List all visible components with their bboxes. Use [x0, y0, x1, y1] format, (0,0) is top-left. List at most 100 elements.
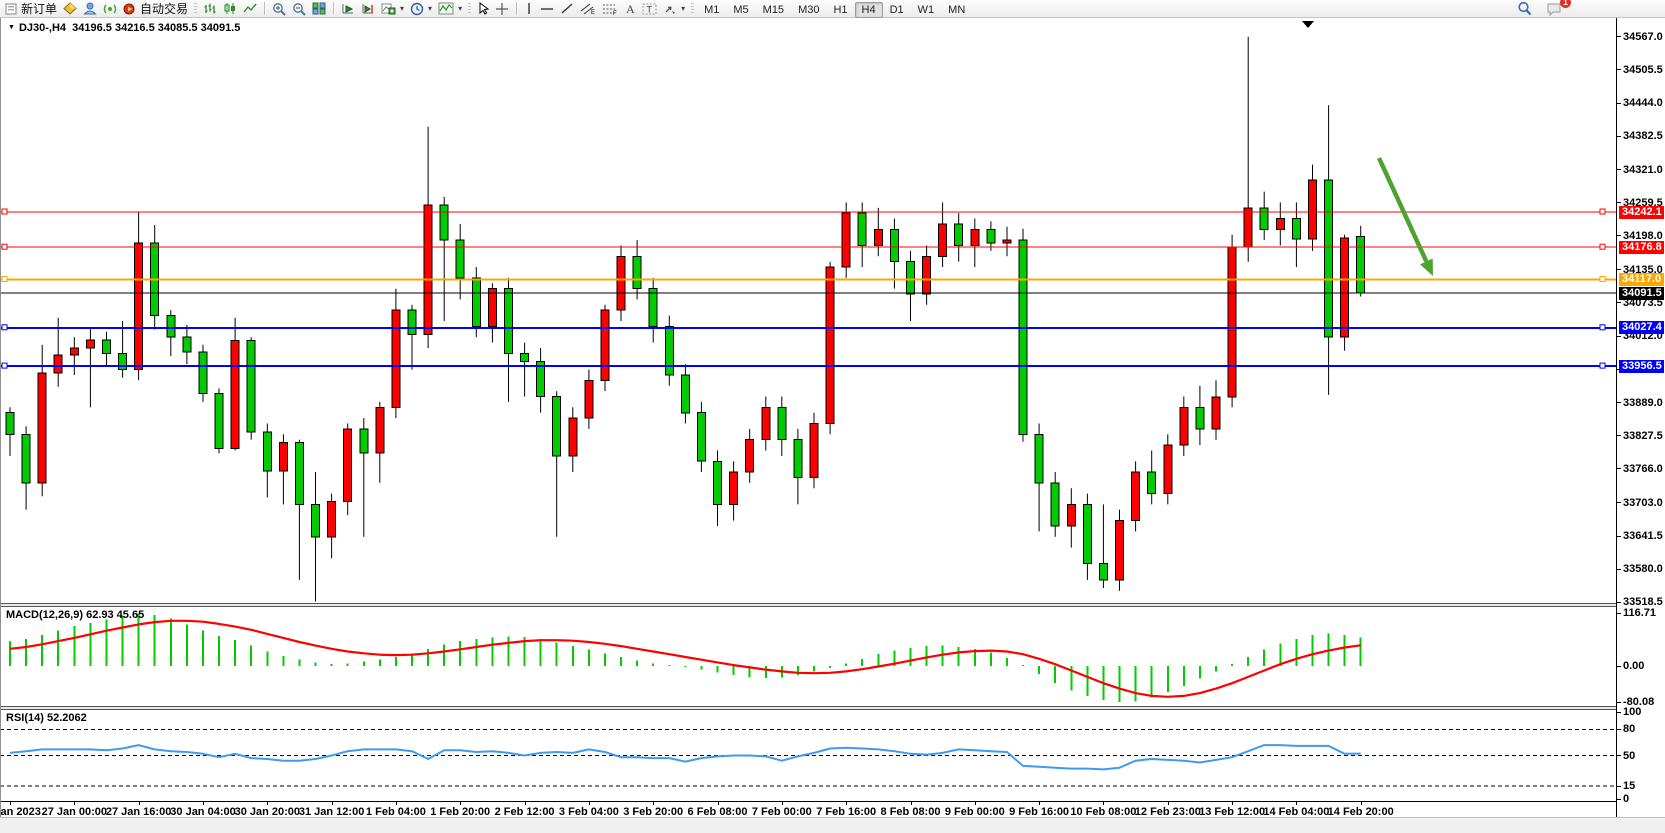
- price-label: 34505.5: [1623, 63, 1663, 76]
- time-label: 31 Jan 12:00: [298, 806, 365, 818]
- signals-button[interactable]: [100, 1, 120, 17]
- time-label: 6 Feb 08:00: [687, 806, 748, 818]
- line-chart-mode-button[interactable]: [240, 1, 260, 17]
- main-chart-panel[interactable]: ▼ DJ30-,H4 34196.5 34216.5 34085.5 34091.…: [0, 18, 1616, 603]
- text-label-tool-button[interactable]: T: [639, 1, 660, 17]
- templates-button[interactable]: ▾: [435, 1, 465, 17]
- trendline-tool-button[interactable]: [557, 1, 577, 17]
- price-tick: [1617, 468, 1621, 470]
- equidistant-channel-tool-button[interactable]: E: [577, 1, 599, 17]
- chart-window[interactable]: ▼ DJ30-,H4 34196.5 34216.5 34085.5 34091.…: [0, 18, 1665, 833]
- panel-splitter[interactable]: [0, 706, 1665, 710]
- timeframe-w1[interactable]: W1: [917, 3, 935, 16]
- new-order-button[interactable]: 新订单: [2, 1, 60, 17]
- profiles-button[interactable]: [80, 1, 100, 17]
- current-price-badge: 34091.5: [1619, 286, 1664, 300]
- level-price-badge: 34117.0: [1619, 273, 1664, 286]
- timeframe-m30[interactable]: M30: [798, 3, 820, 16]
- fibonacci-icon: F: [602, 2, 618, 15]
- templates-dropdown-icon: ▾: [458, 4, 463, 13]
- autotrading-label: 自动交易: [140, 2, 189, 16]
- macd-label: MACD(12,26,9) 62.93 45.65: [6, 609, 145, 621]
- time-label: 10 Feb 08:00: [1070, 806, 1137, 818]
- periods-icon: [410, 2, 424, 16]
- chart-menu-icon[interactable]: ▼: [8, 24, 15, 31]
- rsi-scale-label: 100: [1623, 706, 1642, 718]
- zoom-out-icon: [292, 2, 306, 16]
- toolbar: 新订单 自动交易: [0, 0, 1665, 18]
- svg-text:T: T: [647, 5, 653, 15]
- line-chart-icon: [243, 2, 257, 15]
- candlestick-mode-button[interactable]: [220, 1, 240, 17]
- notifications-button[interactable]: 1: [1543, 0, 1571, 17]
- arrows-tool-button[interactable]: ▾: [660, 1, 688, 17]
- price-tick: [1617, 535, 1621, 537]
- price-label: 33641.5: [1623, 530, 1663, 542]
- time-label: 27 Jan 16:00: [105, 806, 172, 818]
- price-tick: [1617, 568, 1621, 570]
- toolbar-grip: [468, 2, 472, 15]
- autotrading-button[interactable]: 自动交易: [120, 1, 191, 17]
- price-tick: [1617, 435, 1621, 437]
- price-label: 33766.0: [1623, 462, 1663, 475]
- new-chart-button[interactable]: [60, 1, 80, 17]
- chart-shift-button[interactable]: [358, 1, 378, 17]
- tile-windows-button[interactable]: [309, 1, 329, 17]
- auto-scroll-icon: [341, 2, 355, 15]
- candlestick-icon: [223, 2, 237, 15]
- rsi-panel[interactable]: RSI(14) 52.2062: [0, 710, 1616, 801]
- timeframe-h4[interactable]: H4: [854, 1, 883, 18]
- bar-chart-mode-button[interactable]: [200, 1, 220, 17]
- rsi-scale-tick: [1617, 728, 1621, 730]
- time-tick: [203, 802, 204, 805]
- price-label: 34321.0: [1623, 163, 1663, 176]
- periods-dropdown-icon: ▾: [428, 4, 433, 13]
- price-label: 34135.0: [1623, 263, 1663, 276]
- fibonacci-tool-button[interactable]: F: [599, 1, 621, 17]
- zoom-out-button[interactable]: [289, 1, 309, 17]
- panel-splitter[interactable]: [0, 603, 1665, 607]
- toolbar-separator: [516, 2, 518, 15]
- timeframe-m5[interactable]: M5: [733, 3, 749, 16]
- text-tool-button[interactable]: A: [621, 1, 639, 17]
- auto-scroll-button[interactable]: [338, 1, 358, 17]
- timeframe-h1[interactable]: H1: [833, 3, 848, 16]
- time-label: 14 Feb 04:00: [1263, 806, 1330, 818]
- price-tick: [1617, 36, 1621, 38]
- level-price-badge: 34027.4: [1619, 321, 1664, 335]
- timeframe-m1[interactable]: M1: [704, 3, 720, 16]
- vertical-line-tool-button[interactable]: [521, 1, 537, 17]
- price-label: 34198.0: [1623, 229, 1663, 242]
- indicators-button[interactable]: ▾: [378, 1, 407, 17]
- periods-button[interactable]: ▾: [407, 1, 435, 17]
- macd-panel[interactable]: MACD(12,26,9) 62.93 45.65: [0, 607, 1616, 706]
- status-strip: [0, 817, 1665, 833]
- time-label: 1 Feb 04:00: [365, 806, 426, 818]
- price-axis[interactable]: 34567.0 34505.5 34444.0 34382.5 34321.0 34259…: [1616, 18, 1665, 817]
- price-tick: [1617, 102, 1621, 104]
- symbol-period-label: DJ30-,H4: [18, 22, 67, 34]
- timeframe-m15[interactable]: M15: [762, 3, 785, 16]
- zoom-in-button[interactable]: [269, 1, 289, 17]
- timeframe-mn[interactable]: MN: [948, 3, 966, 16]
- time-tick: [910, 802, 912, 805]
- search-button[interactable]: [1514, 1, 1535, 17]
- horizontal-line-tool-button[interactable]: [537, 1, 557, 17]
- time-label: 3 Feb 20:00: [623, 806, 684, 818]
- cursor-button[interactable]: [474, 1, 492, 17]
- rsi-scale-label: 15: [1623, 780, 1636, 792]
- window-left-edge: [0, 18, 1, 817]
- level-price-badge: 33956.5: [1619, 359, 1664, 373]
- crosshair-button[interactable]: [492, 1, 512, 17]
- chart-shift-icon: [361, 2, 375, 15]
- time-tick: [1296, 802, 1298, 805]
- rsi-scale-label: 80: [1623, 723, 1636, 736]
- timeframe-d1[interactable]: D1: [889, 3, 904, 16]
- time-label: 14 Feb 20:00: [1327, 806, 1394, 818]
- templates-icon: [438, 2, 454, 15]
- time-tick: [1360, 802, 1362, 805]
- time-label: 1 Feb 20:00: [430, 806, 491, 818]
- ohlc-quote-label: 34196.5 34216.5 34085.5 34091.5: [72, 22, 241, 34]
- time-tick: [395, 802, 397, 805]
